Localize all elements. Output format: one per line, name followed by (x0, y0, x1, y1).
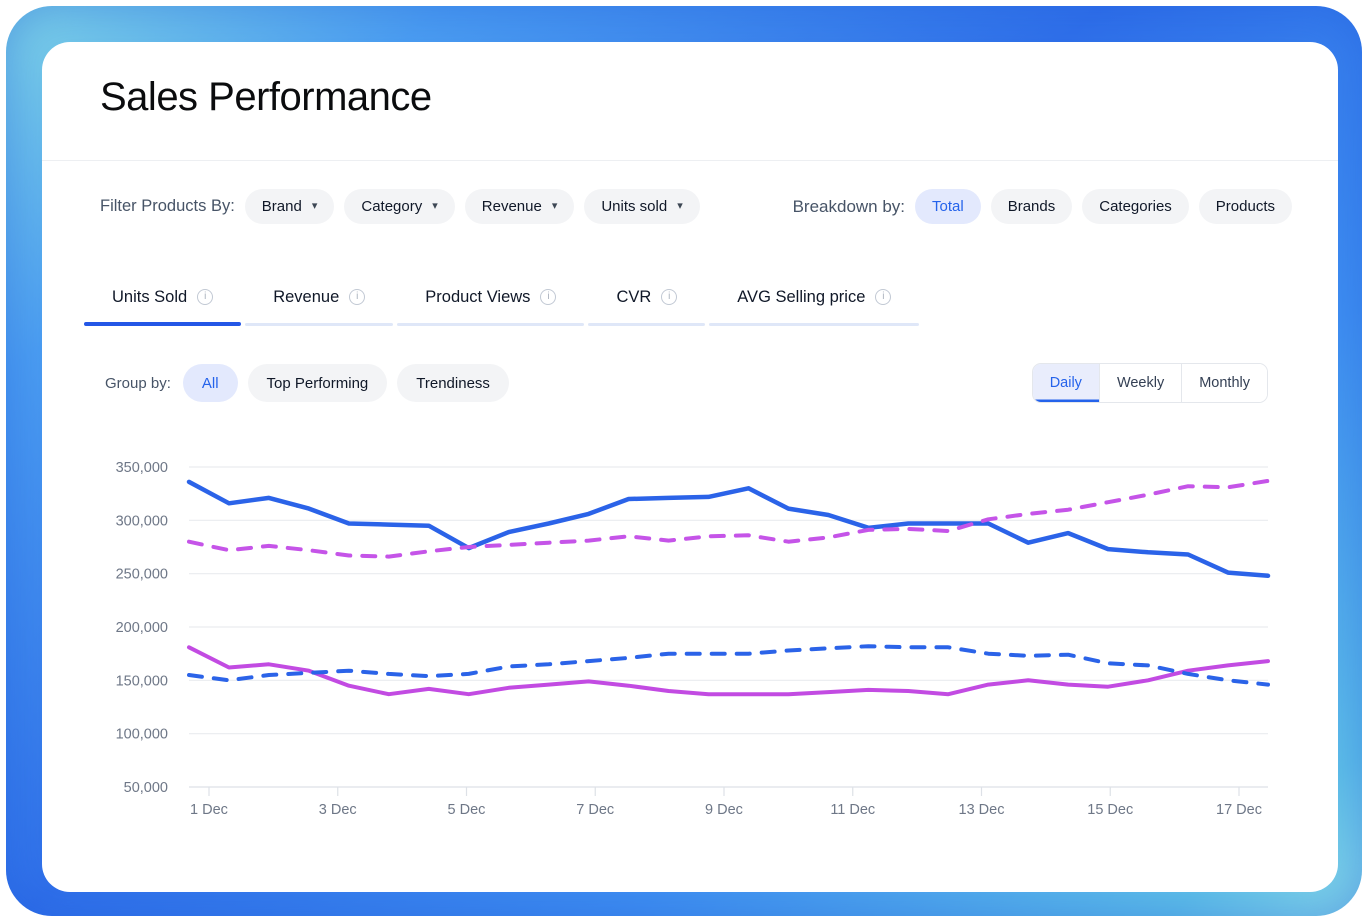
line-chart-svg[interactable]: 350,000 300,000 250,000 200,000 150,000 100,0… (106, 451, 1276, 841)
tab-underline (84, 322, 242, 326)
tab-units-sold[interactable]: Units Sold i (84, 268, 242, 326)
filter-products-label: Filter Products By: (100, 197, 235, 215)
breakdown-label: Breakdown by: (792, 196, 906, 216)
info-icon[interactable]: i (875, 289, 892, 305)
group-by-row: Group by: All Top Performing Trendiness Da… (105, 363, 1268, 403)
tab-label: AVG Selling price (737, 287, 866, 306)
tab-label: Revenue (273, 287, 340, 306)
x-axis-tick-label: 17 Dec (1216, 802, 1262, 818)
series-solid-blue[interactable] (186, 479, 1271, 579)
sales-line-chart[interactable]: 350,000 300,000 250,000 200,000 150,000 100,0… (106, 451, 1276, 841)
x-axis-tick-label: 7 Dec (576, 802, 614, 818)
granularity-daily[interactable]: Daily (1032, 364, 1099, 402)
x-axis-tick-label: 3 Dec (319, 802, 357, 818)
filter-dropdown-revenue[interactable]: Revenue ▾ (464, 189, 575, 224)
groupby-option-trendiness[interactable]: Trendiness (397, 364, 509, 402)
filter-dropdown-label: Category (361, 198, 423, 215)
breakdown-option-label: Brands (1007, 198, 1056, 215)
chevron-down-icon: ▾ (677, 200, 683, 212)
breakdown-option-total[interactable]: Total (915, 189, 981, 224)
x-axis-tick-label: 15 Dec (1087, 802, 1133, 818)
groupby-option-label: Trendiness (416, 374, 490, 392)
tab-label: Units Sold (112, 287, 188, 306)
tab-avg-selling-price[interactable]: AVG Selling price i (709, 268, 920, 326)
chevron-down-icon: ▾ (311, 200, 318, 212)
breakdown-option-products[interactable]: Products (1198, 189, 1292, 224)
x-axis-tick-label: 13 Dec (959, 802, 1005, 818)
tab-product-views[interactable]: Product Views i (397, 268, 585, 326)
series-dashed-purple[interactable] (187, 478, 1270, 559)
filter-dropdown-label: Revenue (481, 198, 542, 215)
tab-underline (709, 323, 920, 326)
filter-dropdown-label: Units sold (601, 198, 668, 215)
breakdown-option-label: Categories (1099, 198, 1172, 215)
granularity-toggle: Daily Weekly Monthly (1031, 363, 1268, 403)
gradient-frame: Sales Performance Filter Products By: Br… (6, 6, 1362, 916)
y-axis-tick-label: 150,000 (116, 673, 168, 689)
groupby-option-label: Top Performing (266, 374, 369, 392)
group-by-option-group: All Top Performing Trendiness (182, 364, 509, 402)
info-icon[interactable]: i (349, 289, 366, 305)
tab-revenue[interactable]: Revenue i (245, 268, 394, 326)
tab-label: Product Views (425, 287, 531, 306)
x-axis-tick-label: 5 Dec (448, 802, 486, 818)
filter-dropdown-brand[interactable]: Brand ▾ (244, 189, 335, 224)
chevron-down-icon: ▾ (551, 200, 558, 212)
groupby-option-label: All (201, 374, 219, 392)
breakdown-option-label: Products (1215, 198, 1275, 215)
series-solid-purple[interactable] (187, 645, 1270, 697)
info-icon[interactable]: i (540, 289, 557, 305)
chevron-down-icon: ▾ (432, 200, 438, 212)
tab-underline (397, 323, 585, 326)
filter-dropdown-units-sold[interactable]: Units sold ▾ (584, 189, 700, 224)
series-dashed-blue[interactable] (187, 644, 1270, 687)
granularity-weekly[interactable]: Weekly (1098, 364, 1182, 402)
filter-dropdown-category[interactable]: Category ▾ (344, 189, 455, 224)
filter-dropdown-group: Brand ▾ Category ▾ Revenue ▾ Units sold ▾ (244, 189, 700, 224)
x-axis-tick-label: 9 Dec (705, 802, 743, 818)
tab-label: CVR (616, 287, 652, 306)
group-by-label: Group by: (105, 374, 171, 392)
groupby-option-all[interactable]: All (182, 364, 238, 402)
y-axis-tick-label: 200,000 (116, 620, 168, 636)
filters-row: Filter Products By: Brand ▾ Category ▾ Reven… (100, 189, 1292, 224)
y-axis-tick-label: 250,000 (116, 567, 168, 583)
groupby-option-top-performing[interactable]: Top Performing (247, 364, 388, 402)
page-title: Sales Performance (100, 75, 432, 119)
breakdown-option-categories[interactable]: Categories (1082, 189, 1189, 224)
tab-cvr[interactable]: CVR i (588, 268, 706, 326)
x-axis-tick-label: 1 Dec (190, 802, 228, 818)
filter-dropdown-label: Brand (261, 198, 302, 215)
y-axis-tick-label: 100,000 (116, 727, 168, 743)
metric-tabs: Units Sold i Revenue i Product Views i CVR i AVG… (84, 268, 920, 326)
breakdown-option-group: Total Brands Categories Products (915, 189, 1292, 224)
info-icon[interactable]: i (197, 289, 214, 305)
x-axis-tick-label: 11 Dec (830, 802, 875, 818)
y-axis-tick-label: 50,000 (124, 780, 168, 796)
granularity-monthly[interactable]: Monthly (1181, 364, 1267, 402)
breakdown-option-label: Total (932, 198, 964, 215)
breakdown-option-brands[interactable]: Brands (990, 189, 1073, 224)
y-axis-tick-label: 300,000 (116, 513, 168, 529)
tab-underline (245, 323, 394, 326)
info-icon[interactable]: i (661, 289, 678, 305)
header-divider (42, 160, 1338, 161)
dashboard-card: Sales Performance Filter Products By: Br… (42, 42, 1338, 892)
y-axis-tick-label: 350,000 (116, 460, 168, 476)
tab-underline (588, 323, 706, 326)
